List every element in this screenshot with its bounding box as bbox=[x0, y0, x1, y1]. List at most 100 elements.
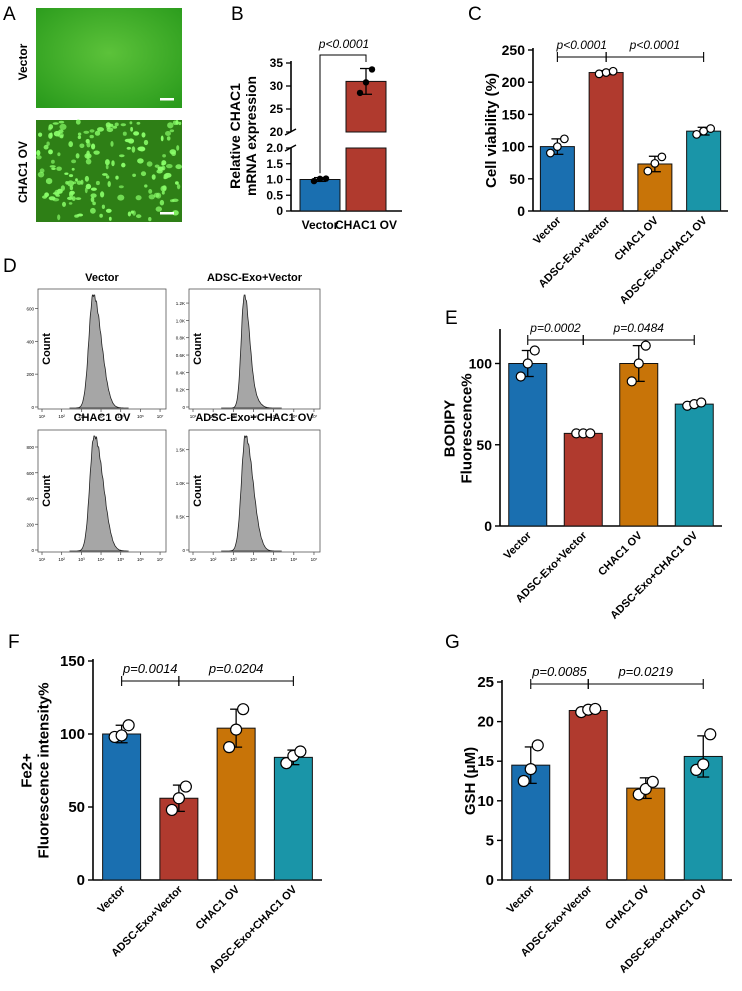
y-tick-label: 200 bbox=[26, 372, 34, 377]
y-tick-label: 1.5 bbox=[266, 157, 283, 171]
y-tick-label: 25 bbox=[477, 674, 494, 691]
p-value-label: p=0.0014 bbox=[122, 661, 178, 676]
y-tick-label: 50 bbox=[476, 437, 492, 453]
x-tick-label: 10³ bbox=[78, 414, 85, 419]
bar bbox=[102, 733, 142, 881]
data-point bbox=[697, 758, 710, 771]
cell bbox=[112, 125, 118, 129]
x-tick-label: 10⁷ bbox=[157, 414, 164, 419]
histogram-curve bbox=[221, 294, 282, 409]
cell bbox=[131, 146, 136, 153]
cell bbox=[93, 150, 100, 155]
bar bbox=[511, 764, 551, 881]
cell bbox=[122, 131, 127, 136]
y-tick-label: 5 bbox=[486, 832, 494, 849]
panel-a: Vector CHAC1 OV bbox=[16, 8, 182, 222]
data-point bbox=[356, 89, 364, 97]
cell bbox=[111, 160, 115, 167]
x-tick-label: 10⁵ bbox=[117, 414, 124, 419]
cell bbox=[130, 126, 134, 132]
cell bbox=[105, 175, 110, 179]
cell bbox=[49, 165, 56, 168]
y-tick-label: 0 bbox=[182, 548, 185, 553]
p-value-label: p=0.0085 bbox=[531, 664, 587, 679]
bar bbox=[626, 787, 666, 881]
x-tick-label: Vector bbox=[505, 883, 538, 916]
cell bbox=[67, 180, 74, 187]
cell bbox=[175, 164, 182, 170]
cell bbox=[57, 214, 61, 221]
histogram-frame bbox=[37, 288, 167, 410]
panel-letter-c: C bbox=[468, 4, 482, 25]
y-tick-label: 0 bbox=[182, 405, 185, 410]
x-tick-label: 10⁵ bbox=[270, 557, 277, 562]
data-point bbox=[531, 739, 544, 752]
cell bbox=[161, 162, 165, 166]
data-point bbox=[585, 428, 596, 439]
data-point bbox=[545, 148, 555, 158]
cell bbox=[55, 194, 60, 197]
bar bbox=[588, 72, 624, 212]
histogram-curve bbox=[69, 294, 129, 409]
cell bbox=[159, 199, 165, 206]
histogram-frame bbox=[37, 429, 167, 553]
cell bbox=[166, 164, 173, 169]
cell bbox=[39, 168, 45, 173]
x-tick-label: 10² bbox=[210, 414, 217, 419]
cell bbox=[37, 171, 45, 178]
data-point bbox=[362, 79, 370, 86]
data-point bbox=[368, 66, 376, 73]
cell bbox=[75, 178, 78, 182]
cell bbox=[176, 145, 180, 151]
cell bbox=[136, 214, 142, 219]
cell bbox=[75, 119, 81, 125]
x-tick-label: CHAC1 OV bbox=[194, 883, 243, 932]
cell bbox=[67, 196, 73, 200]
cell bbox=[166, 136, 171, 141]
panel-letter-g: G bbox=[445, 632, 460, 653]
cell bbox=[176, 184, 181, 190]
x-tick-label: 10⁶ bbox=[290, 557, 297, 562]
histogram-curve bbox=[221, 435, 282, 552]
y-tick-label: 20 bbox=[270, 125, 284, 139]
cell bbox=[107, 181, 111, 187]
panel-f-chart: 0 50 100 150 Fe2+ Fluorescence intensity% Vect… bbox=[19, 653, 322, 976]
panel-letter-a: A bbox=[3, 4, 16, 25]
data-point bbox=[294, 745, 307, 758]
x-tick-label: 10⁴ bbox=[98, 557, 105, 562]
y-axis-label: Cell viability (%) bbox=[483, 73, 500, 188]
cell bbox=[178, 121, 182, 126]
y-tick-label: 0 bbox=[517, 203, 525, 219]
data-point bbox=[529, 345, 540, 356]
y-tick-label: 1.2K bbox=[176, 301, 185, 306]
cell bbox=[69, 190, 75, 195]
data-point bbox=[515, 371, 526, 382]
y-tick-label: 100 bbox=[502, 139, 526, 155]
cell bbox=[58, 120, 65, 124]
cell bbox=[101, 204, 105, 209]
y-tick-label: 1.0K bbox=[176, 481, 185, 486]
data-point bbox=[522, 358, 533, 369]
y-tick-label: 0 bbox=[31, 548, 34, 553]
histogram-frame bbox=[188, 288, 321, 410]
cell bbox=[84, 175, 89, 182]
cell bbox=[153, 192, 160, 198]
cell bbox=[132, 173, 137, 177]
y-tick-label: 0 bbox=[486, 872, 494, 889]
cell bbox=[120, 123, 127, 127]
data-point bbox=[179, 780, 192, 793]
bar bbox=[674, 403, 714, 527]
y-axis-label: GSH (μM) bbox=[462, 747, 479, 815]
y-axis-label: mRNA expression bbox=[243, 76, 259, 196]
bar bbox=[273, 756, 313, 881]
cell bbox=[60, 185, 65, 191]
cell bbox=[62, 201, 66, 207]
x-tick-label: Vector bbox=[95, 883, 128, 916]
data-point bbox=[310, 177, 318, 185]
cell bbox=[157, 166, 164, 172]
cell bbox=[100, 191, 105, 198]
data-point bbox=[524, 763, 537, 776]
